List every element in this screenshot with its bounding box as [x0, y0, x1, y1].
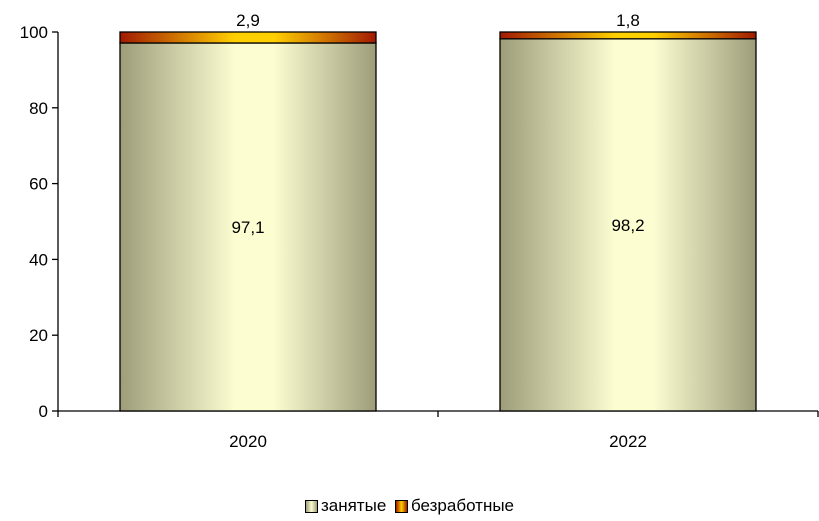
legend-item-employed: занятые — [304, 496, 387, 516]
bar-segment-unemployed-2020 — [119, 31, 377, 44]
x-tick-label: 2020 — [229, 432, 267, 451]
x-tick-label: 2022 — [609, 432, 647, 451]
legend-label-unemployed: безработные — [411, 496, 515, 515]
data-label-employed: 98,2 — [611, 216, 644, 235]
data-label-employed: 97,1 — [231, 218, 264, 237]
data-label-unemployed: 1,8 — [616, 11, 640, 30]
legend-label-employed: занятые — [320, 496, 387, 515]
bar-segment-unemployed-2022 — [499, 31, 757, 40]
y-tick-label: 0 — [39, 402, 48, 421]
y-tick-label: 60 — [29, 175, 48, 194]
y-tick-label: 20 — [29, 326, 48, 345]
data-label-unemployed: 2,9 — [236, 11, 260, 30]
legend-swatch-employed — [304, 499, 318, 513]
y-tick-label: 80 — [29, 99, 48, 118]
legend-swatch-unemployed — [395, 499, 409, 513]
y-tick-label: 40 — [29, 250, 48, 269]
y-tick-label: 100 — [20, 23, 48, 42]
legend: занятые безработные — [0, 496, 819, 518]
legend-item-unemployed: безработные — [395, 496, 514, 516]
stacked-bar-chart: 0 20 40 60 80 100 2020 97,1 2,9 2022 98,2 1,8 — [20, 11, 819, 451]
bar-segment-employed-2022 — [499, 38, 757, 412]
bar-segment-employed-2020 — [119, 42, 377, 412]
